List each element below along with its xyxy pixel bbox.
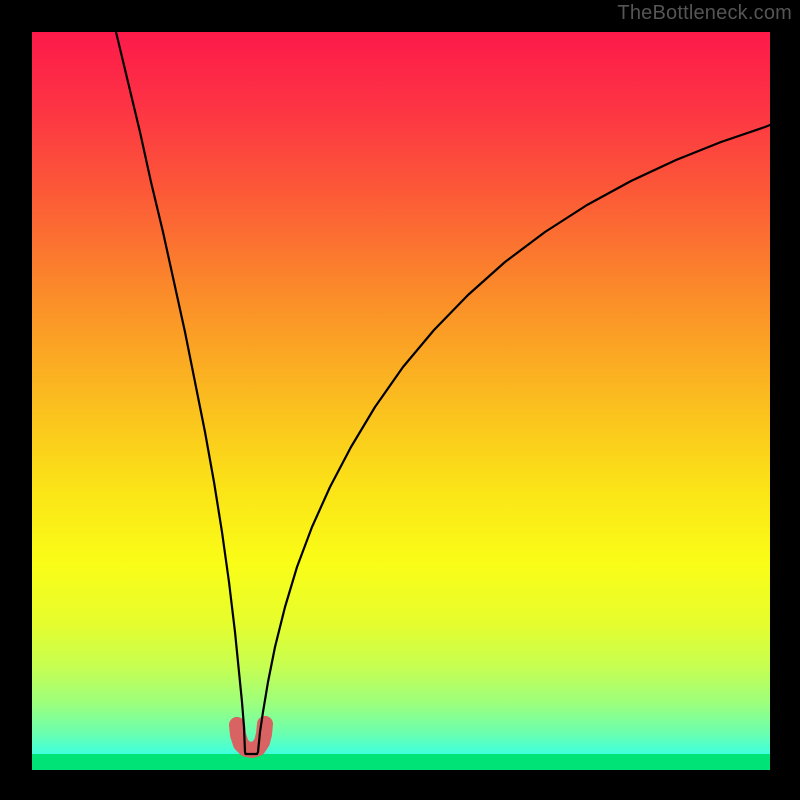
optimal-zone-strip: [32, 754, 770, 770]
bottleneck-chart: [0, 0, 800, 800]
attribution-text: TheBottleneck.com: [617, 2, 792, 25]
chart-container: TheBottleneck.com: [0, 0, 800, 800]
